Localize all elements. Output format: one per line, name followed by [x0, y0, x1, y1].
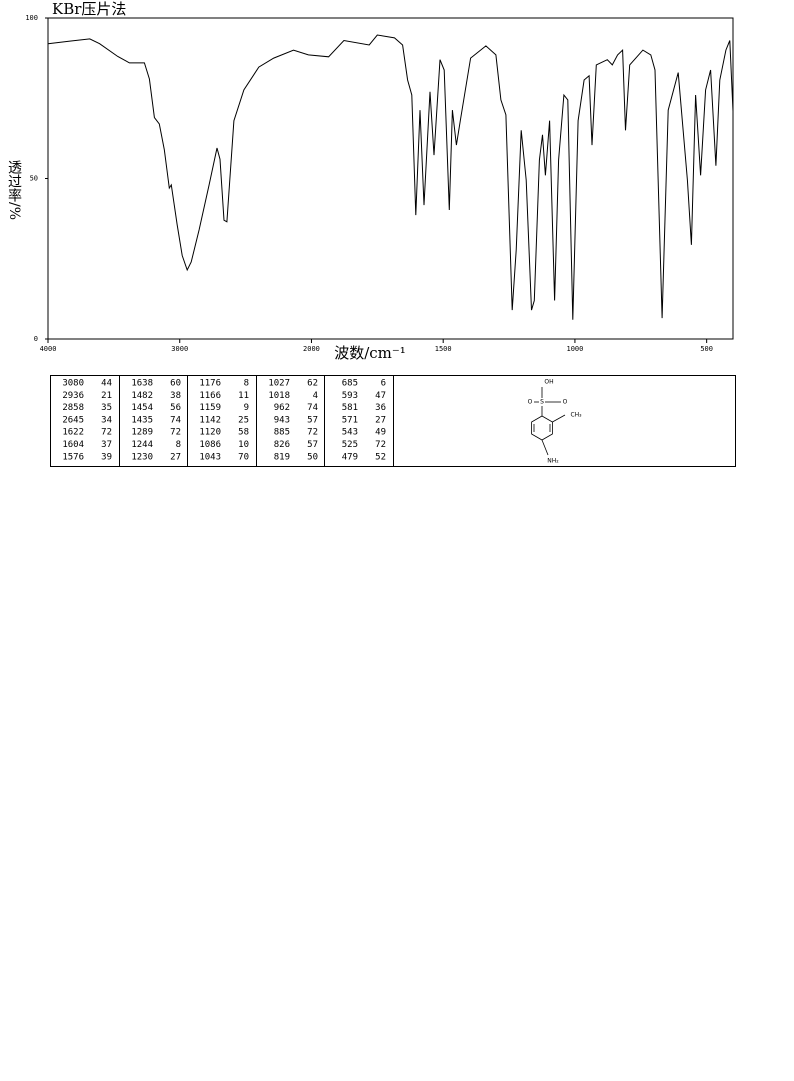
y-tick-label: 0 — [34, 335, 38, 343]
peak-wavenumber: 479 — [342, 452, 358, 462]
peak-wavenumber: 593 — [342, 391, 358, 401]
peak-transmittance: 38 — [170, 391, 181, 401]
peak-wavenumber: 2645 — [62, 415, 84, 425]
peak-transmittance: 21 — [101, 391, 112, 401]
y-tick-label: 50 — [30, 175, 38, 183]
x-tick-label: 1000 — [566, 345, 583, 353]
chart-title: KBr压片法 — [52, 0, 126, 18]
peak-wavenumber: 1086 — [199, 440, 221, 450]
peak-transmittance: 72 — [307, 428, 318, 438]
peak-wavenumber: 1482 — [131, 391, 153, 401]
peak-transmittance: 57 — [307, 440, 318, 450]
peak-transmittance: 74 — [170, 415, 181, 425]
peak-wavenumber: 1638 — [131, 379, 153, 389]
structure-bonds — [531, 387, 566, 456]
spectrum-line — [47, 34, 734, 320]
peak-wavenumber: 581 — [342, 403, 358, 413]
peak-transmittance: 9 — [244, 403, 249, 413]
peak-wavenumber: 962 — [274, 403, 290, 413]
y-axis-label: 透过率/% — [6, 160, 22, 220]
peak-transmittance: 49 — [375, 428, 386, 438]
plot-frame — [47, 17, 734, 340]
peak-transmittance: 10 — [238, 440, 249, 450]
peak-transmittance: 11 — [238, 391, 249, 401]
peak-wavenumber: 571 — [342, 415, 358, 425]
peak-wavenumber: 1120 — [199, 428, 221, 438]
peak-transmittance: 72 — [170, 428, 181, 438]
x-tick-label: 500 — [700, 345, 713, 353]
x-tick-label: 4000 — [40, 345, 57, 353]
peak-transmittance: 56 — [170, 403, 181, 413]
peak-transmittance: 4 — [313, 391, 318, 401]
peak-transmittance: 27 — [170, 452, 181, 462]
peak-transmittance: 44 — [101, 379, 112, 389]
peak-transmittance: 35 — [101, 403, 112, 413]
peak-transmittance: 6 — [381, 379, 386, 389]
peak-transmittance: 27 — [375, 415, 386, 425]
peak-wavenumber: 3080 — [62, 379, 84, 389]
peak-wavenumber: 1289 — [131, 428, 153, 438]
peak-wavenumber: 943 — [274, 415, 290, 425]
atom-label: CH₃ — [570, 412, 582, 419]
peak-transmittance: 74 — [307, 403, 318, 413]
peak-wavenumber: 1604 — [62, 440, 84, 450]
peak-wavenumber: 685 — [342, 379, 358, 389]
peak-wavenumber: 1454 — [131, 403, 153, 413]
peak-wavenumber: 1435 — [131, 415, 153, 425]
peak-transmittance: 47 — [375, 391, 386, 401]
peak-transmittance: 50 — [307, 452, 318, 462]
peak-transmittance: 57 — [307, 415, 318, 425]
atom-label: OH — [544, 379, 553, 386]
structure-labels: OH S O O CH₃ NH₂ — [528, 379, 583, 465]
peak-transmittance: 58 — [238, 428, 249, 438]
peak-transmittance: 36 — [375, 403, 386, 413]
peak-wavenumber: 819 — [274, 452, 290, 462]
peak-transmittance: 52 — [375, 452, 386, 462]
peak-wavenumber: 1159 — [199, 403, 221, 413]
peak-transmittance: 72 — [375, 440, 386, 450]
table-dividers — [119, 375, 394, 466]
atom-label: S — [540, 399, 544, 406]
peak-wavenumber: 1166 — [199, 391, 221, 401]
peak-wavenumber: 1043 — [199, 452, 221, 462]
peak-wavenumber: 1142 — [199, 415, 221, 425]
peak-transmittance: 25 — [238, 415, 249, 425]
peak-transmittance: 62 — [307, 379, 318, 389]
peak-transmittance: 8 — [244, 379, 249, 389]
peak-wavenumber: 543 — [342, 428, 358, 438]
y-tick-label: 100 — [25, 14, 38, 22]
x-tick-label: 2000 — [303, 345, 320, 353]
peak-wavenumber: 1230 — [131, 452, 153, 462]
x-axis-label: 波数/cm⁻¹ — [334, 344, 406, 362]
peak-wavenumber: 2936 — [62, 391, 84, 401]
peak-wavenumber: 1018 — [268, 391, 290, 401]
peak-transmittance: 37 — [101, 440, 112, 450]
peak-wavenumber: 826 — [274, 440, 290, 450]
peak-transmittance: 39 — [101, 452, 112, 462]
x-tick-label: 3000 — [171, 345, 188, 353]
atom-label: NH₂ — [547, 458, 559, 465]
peak-wavenumber: 1576 — [62, 452, 84, 462]
peak-transmittance: 34 — [101, 415, 112, 425]
x-tick-label: 1500 — [435, 345, 452, 353]
peak-wavenumber: 1027 — [268, 379, 290, 389]
peak-transmittance: 60 — [170, 379, 181, 389]
peak-wavenumber: 525 — [342, 440, 358, 450]
peak-transmittance: 8 — [176, 440, 181, 450]
atom-label: O — [528, 399, 533, 406]
peak-wavenumber: 1622 — [62, 428, 84, 438]
peak-wavenumber: 1176 — [199, 379, 221, 389]
peak-transmittance: 72 — [101, 428, 112, 438]
peak-wavenumber: 1244 — [131, 440, 153, 450]
atom-label: O — [563, 399, 568, 406]
peak-transmittance: 70 — [238, 452, 249, 462]
peak-wavenumber: 2858 — [62, 403, 84, 413]
peak-wavenumber: 885 — [274, 428, 290, 438]
